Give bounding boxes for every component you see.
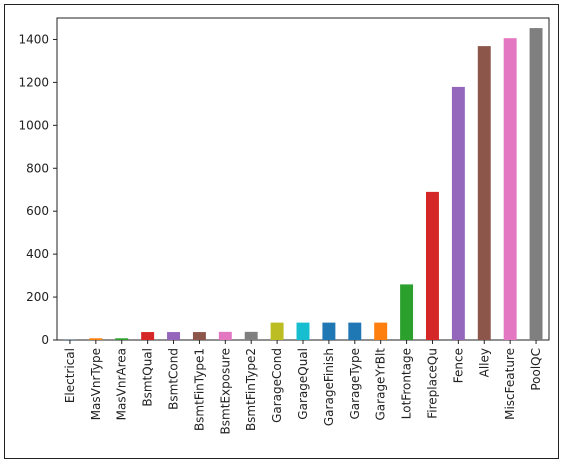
x-tick-label: GarageType <box>348 348 362 420</box>
x-tick-label: PoolQC <box>529 348 543 391</box>
x-tick-label: Electrical <box>63 348 77 403</box>
y-tick-label: 400 <box>26 247 49 261</box>
bar-masvnrtype <box>89 338 103 340</box>
y-tick-label: 1200 <box>18 75 49 89</box>
x-tick-label: FireplaceQu <box>425 348 439 419</box>
y-tick-label: 800 <box>26 161 49 175</box>
x-tick-label: BsmtCond <box>167 348 181 410</box>
bar-bsmtexposure <box>218 331 232 340</box>
x-tick-label: BsmtQual <box>141 348 155 407</box>
chart-frame <box>4 4 559 459</box>
x-tick-label: LotFrontage <box>400 348 414 419</box>
bar-bsmtfintype2 <box>244 331 258 340</box>
y-tick-label: 1000 <box>18 118 49 132</box>
y-tick-label: 600 <box>26 204 49 218</box>
x-tick-label: BsmtExposure <box>218 348 232 434</box>
bar-poolqc <box>529 28 543 341</box>
y-tick-label: 1400 <box>18 32 49 46</box>
x-tick-label: MasVnrType <box>89 348 103 420</box>
bar-miscfeature <box>503 38 517 341</box>
bar-bsmtcond <box>167 332 180 340</box>
x-tick-label: BsmtFinType1 <box>192 348 206 431</box>
x-tick-label: GarageQual <box>296 348 310 420</box>
plot-area <box>56 17 550 341</box>
y-tick-label: 200 <box>26 290 49 304</box>
y-tick-label: 0 <box>41 333 49 347</box>
x-tick-label: MiscFeature <box>503 348 517 420</box>
bar-masvnrarea <box>115 338 129 340</box>
bar-bsmtqual <box>141 332 155 340</box>
x-tick-label: Alley <box>477 348 491 377</box>
bar-fireplacequ <box>426 191 439 340</box>
x-tick-label: MasVnrArea <box>115 348 129 420</box>
bar-garagefinish <box>322 322 336 340</box>
bar-lotfrontage <box>400 284 414 340</box>
x-tick-label: GarageYrBlt <box>374 348 388 421</box>
bar-garageyrblt <box>374 322 388 340</box>
x-tick-label: Fence <box>451 348 465 383</box>
bar-bsmtfintype1 <box>192 332 206 340</box>
x-tick-label: BsmtFinType2 <box>244 348 258 431</box>
bar-garagetype <box>348 322 362 340</box>
x-tick-label: GarageCond <box>270 348 284 423</box>
bar-fence <box>451 86 465 341</box>
bar-garagecond <box>270 322 284 340</box>
x-tick-label: GarageFinish <box>322 348 336 426</box>
bar-alley <box>477 46 491 340</box>
bar-garagequal <box>296 322 310 340</box>
